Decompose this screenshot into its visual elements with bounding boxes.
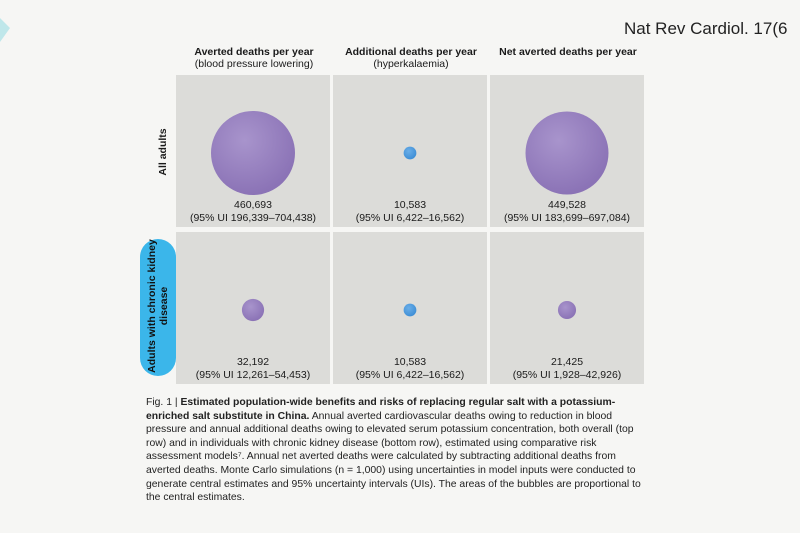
bubble-value-label: 10,583	[394, 356, 426, 368]
bubble-value-label: 21,425	[551, 356, 583, 368]
caption-body: Annual averted cardiovascular deaths owi…	[146, 410, 641, 504]
column-subtitle: (blood pressure lowering)	[194, 58, 314, 70]
bubble-ui-label: (95% UI 1,928–42,926)	[513, 369, 622, 381]
slide-corner-accent	[0, 18, 10, 42]
data-bubble	[525, 111, 609, 195]
bubble-ui-label: (95% UI 183,699–697,084)	[504, 212, 630, 224]
column-header-additional: Additional deaths per year (hyperkalaemi…	[333, 46, 489, 70]
column-title: Net averted deaths per year	[499, 46, 637, 58]
data-bubble	[211, 111, 295, 195]
bubble-ui-label: (95% UI 6,422–16,562)	[356, 212, 465, 224]
bubble-value-label: 10,583	[394, 199, 426, 211]
figure-caption: Fig. 1 | Estimated population-wide benef…	[146, 396, 646, 505]
data-bubble	[403, 146, 417, 160]
bubble-value-label: 449,528	[548, 199, 586, 211]
column-header-averted: Averted deaths per year (blood pressure …	[176, 46, 332, 70]
data-bubble	[403, 303, 417, 317]
column-header-net: Net averted deaths per year	[490, 46, 646, 58]
bubble-ui-label: (95% UI 6,422–16,562)	[356, 369, 465, 381]
bubble-value-label: 460,693	[234, 199, 272, 211]
column-title: Averted deaths per year	[194, 46, 314, 58]
row-label-pill	[140, 239, 176, 376]
bubble-ui-label: (95% UI 196,339–704,438)	[190, 212, 316, 224]
bubble-ui-label: (95% UI 12,261–54,453)	[196, 369, 310, 381]
column-subtitle: (hyperkalaemia)	[373, 58, 449, 70]
bubble-value-label: 32,192	[237, 356, 269, 368]
column-title: Additional deaths per year	[345, 46, 477, 58]
data-bubble	[241, 298, 265, 322]
caption-title: Estimated population-wide benefits and r…	[146, 397, 616, 422]
citation-text: Nat Rev Cardiol. 17(6	[624, 19, 788, 38]
data-bubble	[557, 300, 577, 320]
caption-fig-label: Fig. 1 |	[146, 397, 181, 408]
